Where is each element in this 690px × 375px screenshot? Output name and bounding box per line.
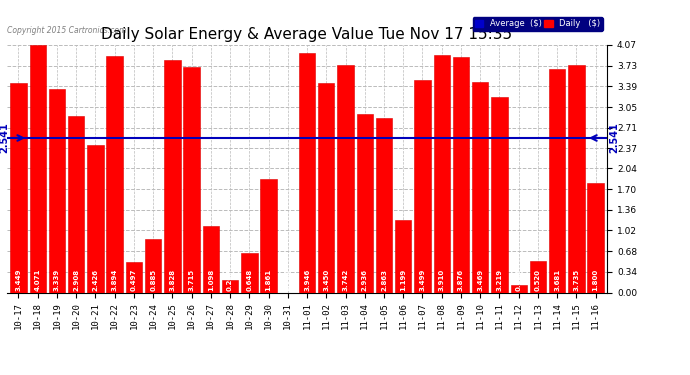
Text: 0.497: 0.497: [131, 269, 137, 291]
Text: 1.861: 1.861: [266, 269, 272, 291]
Text: 1.800: 1.800: [593, 269, 599, 291]
Text: 3.876: 3.876: [458, 269, 464, 291]
Text: 3.449: 3.449: [15, 269, 21, 291]
Text: 2.541: 2.541: [609, 123, 619, 153]
Text: 0.520: 0.520: [535, 269, 541, 291]
Text: 2.541: 2.541: [0, 123, 9, 153]
Bar: [337, 65, 354, 292]
Text: 3.339: 3.339: [54, 269, 60, 291]
Bar: [126, 262, 142, 292]
Bar: [222, 280, 238, 292]
Bar: [376, 118, 392, 292]
Text: 3.894: 3.894: [112, 269, 118, 291]
Bar: [299, 53, 315, 292]
Text: 3.469: 3.469: [477, 269, 483, 291]
Text: 1.098: 1.098: [208, 269, 214, 291]
Text: 0.207: 0.207: [227, 269, 233, 291]
Bar: [318, 83, 335, 292]
Text: 3.450: 3.450: [324, 269, 329, 291]
Bar: [49, 90, 65, 292]
Text: 3.219: 3.219: [496, 269, 502, 291]
Bar: [549, 69, 565, 292]
Bar: [357, 114, 373, 292]
Text: 3.946: 3.946: [304, 269, 310, 291]
Bar: [184, 67, 200, 292]
Bar: [68, 116, 84, 292]
Bar: [241, 253, 257, 292]
Bar: [587, 183, 604, 292]
Text: 3.735: 3.735: [573, 269, 580, 291]
Text: 2.863: 2.863: [381, 269, 387, 291]
Bar: [145, 238, 161, 292]
Bar: [10, 83, 27, 292]
Text: 3.828: 3.828: [169, 269, 175, 291]
Bar: [164, 60, 181, 292]
Bar: [472, 81, 489, 292]
Bar: [106, 56, 123, 292]
Text: 0.648: 0.648: [246, 269, 253, 291]
Bar: [395, 220, 411, 292]
Text: 3.910: 3.910: [439, 269, 445, 291]
Bar: [87, 145, 104, 292]
Text: Copyright 2015 Cartronics.com: Copyright 2015 Cartronics.com: [7, 26, 126, 35]
Text: 2.908: 2.908: [73, 269, 79, 291]
Text: 2.426: 2.426: [92, 269, 99, 291]
Text: 3.742: 3.742: [342, 269, 348, 291]
Text: 3.715: 3.715: [188, 269, 195, 291]
Bar: [203, 226, 219, 292]
Bar: [530, 261, 546, 292]
Text: 3.499: 3.499: [420, 269, 426, 291]
Text: 0.120: 0.120: [515, 269, 522, 291]
Text: 3.681: 3.681: [554, 269, 560, 291]
Bar: [511, 285, 527, 292]
Bar: [569, 65, 584, 292]
Text: 2.936: 2.936: [362, 269, 368, 291]
Text: 4.071: 4.071: [34, 269, 41, 291]
Text: 0.885: 0.885: [150, 269, 156, 291]
Text: 1.199: 1.199: [400, 269, 406, 291]
Bar: [433, 55, 450, 292]
Bar: [30, 45, 46, 292]
Bar: [414, 80, 431, 292]
Text: 0.000: 0.000: [285, 269, 290, 291]
Bar: [453, 57, 469, 292]
Bar: [491, 97, 508, 292]
Legend: Average  ($), Daily   ($): Average ($), Daily ($): [473, 17, 603, 31]
Bar: [260, 179, 277, 292]
Title: Daily Solar Energy & Average Value Tue Nov 17 15:35: Daily Solar Energy & Average Value Tue N…: [101, 27, 513, 42]
